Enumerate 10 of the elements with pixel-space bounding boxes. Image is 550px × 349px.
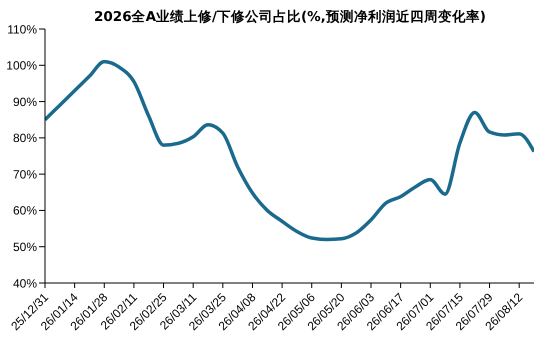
y-tick-label: 110% bbox=[7, 22, 38, 36]
y-tick-label: 40% bbox=[12, 276, 38, 290]
y-tick-label: 50% bbox=[12, 240, 38, 254]
line-series bbox=[45, 60, 534, 242]
y-tick-label: 70% bbox=[12, 167, 38, 182]
y-tick-label: 100% bbox=[6, 58, 38, 73]
y-tick-label: 90% bbox=[12, 94, 38, 109]
chart-title: 2026全A业绩上修/下修公司占比(%,预测净利润近四周变化率) bbox=[93, 8, 487, 26]
y-tick-label: 60% bbox=[12, 204, 38, 218]
y-tick-label: 80% bbox=[12, 131, 38, 146]
